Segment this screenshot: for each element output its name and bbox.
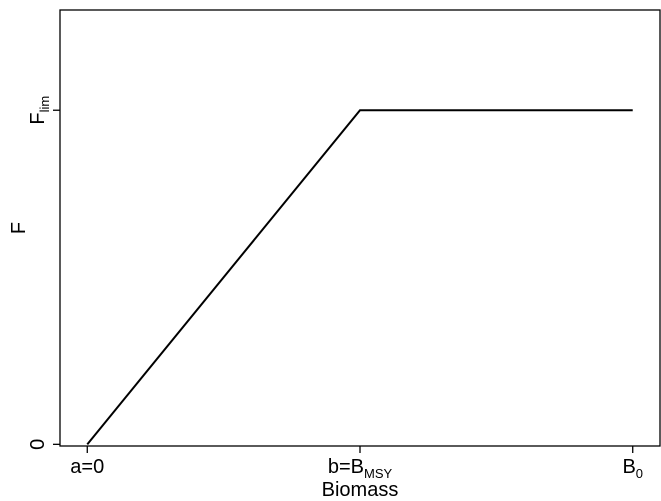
y-axis: 0 Flim [27, 96, 60, 450]
x-tick-label: a=0 [70, 456, 104, 478]
plot-frame [59, 9, 661, 447]
x-axis-title: Biomass [322, 479, 399, 501]
x-tick-label: b=BMSY [328, 456, 393, 481]
x-axis: a=0 b=BMSY B0 [70, 446, 643, 481]
series-line [86, 109, 633, 445]
x-tick-label: B0 [622, 456, 643, 481]
series-group [86, 109, 633, 445]
y-axis-title: F [8, 222, 30, 234]
y-tick-label: 0 [27, 439, 49, 450]
y-tick-label: Flim [27, 96, 52, 125]
